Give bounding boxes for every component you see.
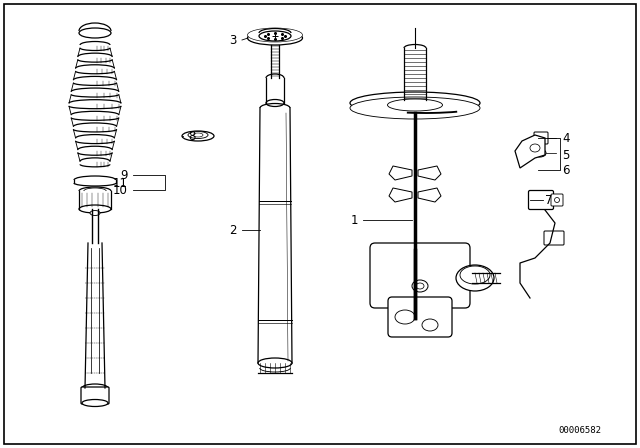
Ellipse shape: [554, 198, 559, 202]
Ellipse shape: [350, 92, 480, 114]
Text: 2: 2: [230, 224, 237, 237]
Ellipse shape: [259, 31, 291, 41]
Ellipse shape: [193, 133, 203, 137]
Ellipse shape: [79, 28, 111, 38]
Polygon shape: [389, 188, 412, 202]
Text: 7: 7: [545, 194, 552, 207]
Ellipse shape: [79, 205, 111, 213]
FancyBboxPatch shape: [551, 194, 563, 206]
Ellipse shape: [350, 97, 480, 119]
Polygon shape: [389, 166, 412, 180]
FancyBboxPatch shape: [529, 190, 554, 210]
Ellipse shape: [188, 132, 208, 138]
Ellipse shape: [416, 283, 424, 289]
Ellipse shape: [395, 310, 415, 324]
Ellipse shape: [534, 149, 546, 157]
Text: 1: 1: [351, 214, 358, 227]
Polygon shape: [418, 188, 441, 202]
Ellipse shape: [182, 131, 214, 141]
FancyBboxPatch shape: [544, 231, 564, 245]
Text: 00006582: 00006582: [559, 426, 602, 435]
Ellipse shape: [456, 265, 494, 291]
Polygon shape: [418, 166, 441, 180]
Ellipse shape: [90, 211, 100, 215]
Text: 11: 11: [113, 177, 128, 190]
Ellipse shape: [530, 144, 540, 152]
Ellipse shape: [258, 358, 292, 368]
Text: 3: 3: [230, 34, 237, 47]
Text: 4: 4: [562, 132, 570, 145]
Ellipse shape: [82, 384, 108, 392]
Text: 6: 6: [562, 164, 570, 177]
Ellipse shape: [248, 28, 303, 42]
Ellipse shape: [422, 319, 438, 331]
FancyBboxPatch shape: [388, 297, 452, 337]
FancyBboxPatch shape: [534, 132, 548, 144]
Ellipse shape: [266, 99, 284, 107]
Ellipse shape: [82, 400, 108, 406]
Polygon shape: [515, 135, 545, 168]
FancyBboxPatch shape: [370, 243, 470, 308]
Ellipse shape: [412, 280, 428, 292]
Ellipse shape: [404, 96, 426, 103]
Text: 9: 9: [120, 168, 128, 181]
Text: 8: 8: [188, 129, 195, 142]
Text: 10: 10: [113, 184, 128, 197]
FancyBboxPatch shape: [81, 387, 109, 404]
Text: 5: 5: [562, 148, 570, 161]
Ellipse shape: [248, 31, 303, 45]
